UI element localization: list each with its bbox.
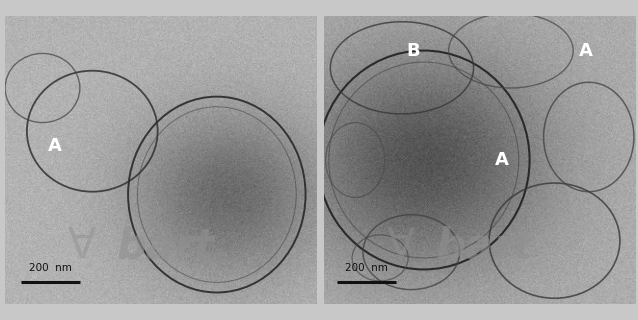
Text: Ɐ: Ɐ: [387, 225, 415, 268]
Text: Ɐ: Ɐ: [68, 225, 96, 268]
Text: bart: bart: [436, 225, 535, 268]
Text: A: A: [494, 151, 508, 169]
Text: B: B: [406, 42, 420, 60]
Text: A: A: [579, 42, 593, 60]
Text: 200  nm: 200 nm: [345, 263, 387, 273]
Text: 200  nm: 200 nm: [29, 263, 71, 273]
Text: A: A: [48, 137, 62, 155]
Text: bart: bart: [117, 225, 216, 268]
